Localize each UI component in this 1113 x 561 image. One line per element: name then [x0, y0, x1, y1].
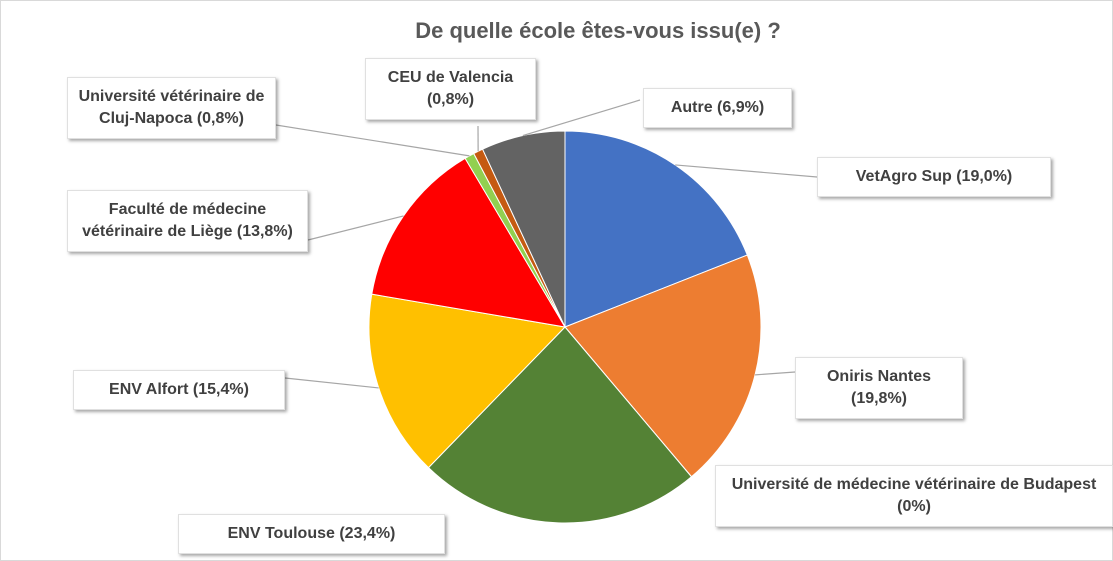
data-label: Autre (6,9%): [643, 88, 792, 128]
leader-line: [307, 215, 404, 241]
label-value: (0,8%): [426, 91, 475, 108]
pie-slice: [427, 326, 693, 524]
pie-slice: [564, 254, 762, 478]
label-value: (19,8%): [850, 390, 908, 407]
label-name: Oniris Nantes: [826, 368, 932, 385]
data-label: ENV Toulouse (23,4%): [178, 514, 445, 554]
label-value: (23,4%): [339, 525, 396, 542]
label-name: ENV Toulouse: [227, 525, 335, 542]
data-label: VetAgro Sup (19,0%): [817, 157, 1051, 197]
label-value: (19,0%): [956, 168, 1013, 185]
label-name: ENV Alfort: [109, 381, 189, 398]
data-label: ENV Alfort (15,4%): [73, 370, 285, 410]
label-name: Université de médecine vétérinaire de Bu…: [731, 476, 1097, 493]
label-value: (6,9%): [717, 99, 765, 116]
pie-slice: [371, 157, 566, 328]
label-name: Autre: [670, 99, 713, 116]
label-value: (0%): [897, 498, 931, 515]
label-name: CEU de Valencia: [387, 69, 514, 86]
leader-line: [522, 99, 641, 137]
leader-line: [755, 371, 796, 376]
data-label: Oniris Nantes (19,8%): [795, 357, 963, 419]
pie-slice: [564, 130, 748, 328]
label-name: Faculté de médecine vétérinaire de Liège: [82, 201, 267, 240]
data-label: CEU de Valencia (0,8%): [365, 58, 536, 120]
label-name: Université vétérinaire de Cluj-Napoca: [78, 88, 265, 127]
leader-line: [275, 124, 470, 157]
data-label: Université de médecine vétérinaire de Bu…: [715, 465, 1113, 527]
label-value: (0,8%): [196, 110, 244, 127]
label-value: (13,8%): [236, 223, 293, 240]
leader-line: [675, 164, 818, 178]
pie-slice: [368, 293, 567, 469]
leader-line: [284, 377, 379, 389]
label-name: VetAgro Sup: [855, 168, 952, 185]
data-label: Université vétérinaire de Cluj-Napoca (0…: [67, 77, 276, 139]
pie-slice: [481, 130, 566, 328]
chart-title: De quelle école êtes-vous issu(e) ?: [415, 18, 781, 43]
data-label: Faculté de médecine vétérinaire de Liège…: [67, 190, 308, 252]
label-value: (15,4%): [192, 381, 249, 398]
